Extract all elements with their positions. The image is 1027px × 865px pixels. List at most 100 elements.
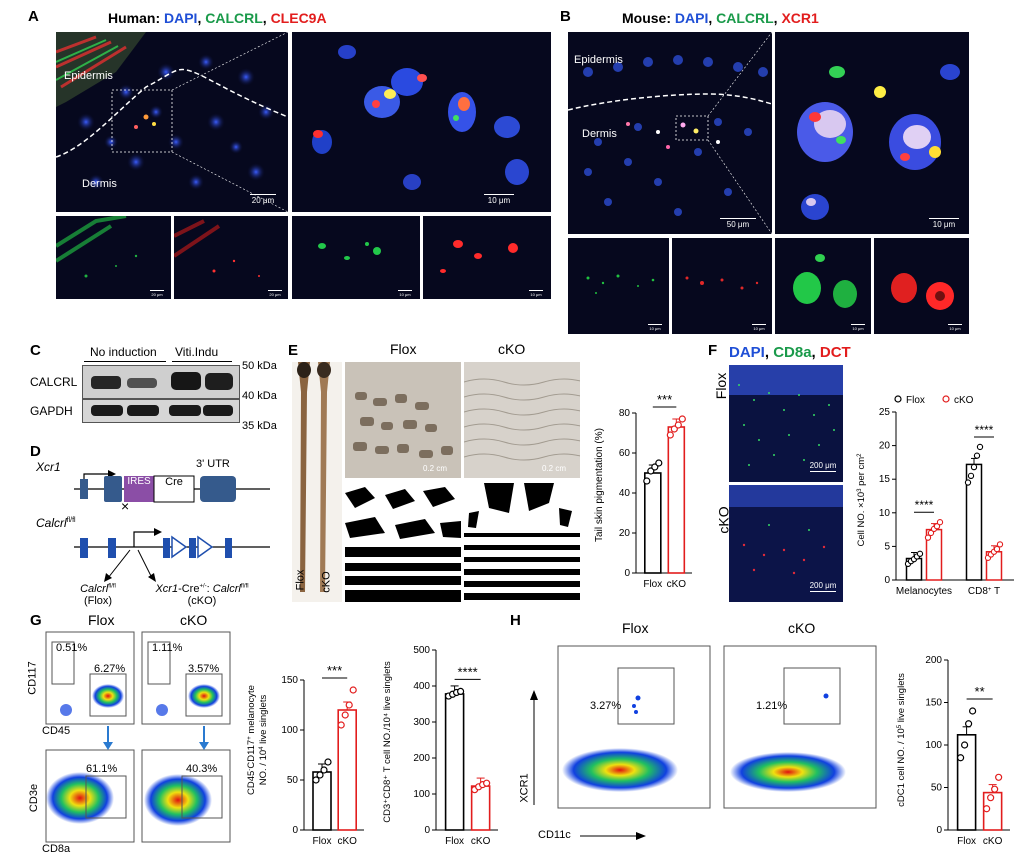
tail-label-cko: cKO — [320, 571, 333, 593]
y-tick-label: 20 — [619, 528, 631, 539]
human-skin-overview-image: Epidermis Dermis 20 μm — [56, 32, 288, 212]
scale-bar-b-s3: 10 μm — [851, 324, 865, 331]
mouse-calcrl-channel-2: 10 μm — [775, 238, 871, 334]
data-point — [456, 687, 465, 696]
data-point — [983, 805, 991, 813]
mouse-skin-zoom-image: 10 μm — [775, 32, 969, 234]
data-point — [996, 541, 1004, 548]
western-blot-calcrl — [82, 365, 240, 399]
scale-bar-a-s3: 10 μm — [398, 290, 412, 297]
pct-h-flox: 3.27% — [590, 700, 622, 712]
scale-bar-a-s1: 20 μm — [150, 290, 164, 297]
y-tick-label: 100 — [925, 740, 942, 751]
flox-cd8a-dct-image: 200 μm — [729, 365, 843, 482]
mouse-skin-overview-image: Epidermis Dermis 50 μm — [568, 32, 772, 234]
y-tick-label: 50 — [931, 783, 943, 794]
data-point — [967, 472, 975, 479]
blot-band — [205, 373, 233, 390]
human-skin-overview-svg — [56, 32, 288, 212]
blot-band — [169, 405, 201, 416]
data-point — [933, 523, 941, 530]
x-tick-label-melanocytes: Melanocytes — [896, 586, 952, 597]
x-tick-part: T — [991, 586, 1000, 597]
significance-stars: **** — [915, 498, 934, 512]
y-tick-label: 25 — [879, 407, 891, 418]
data-point — [916, 550, 924, 557]
pct-cko-cd8: 40.3% — [186, 763, 218, 775]
pct-flox-cd117: 0.51% — [56, 642, 88, 654]
ires-label: IRES — [127, 476, 151, 487]
bar-flox — [444, 693, 465, 831]
bar-flox — [643, 472, 662, 574]
blot-band — [171, 372, 201, 390]
data-point — [987, 794, 995, 802]
panel-e-col-flox: Flox — [390, 341, 417, 357]
x-tick-label: Flox — [445, 836, 464, 847]
scale-bar-a-s2: 20 μm — [268, 290, 282, 297]
y-tick-label: 400 — [413, 681, 430, 692]
y-tick-label: 150 — [925, 698, 942, 709]
y-tick-label: 200 — [413, 753, 430, 764]
scale-bar-b-s4: 10 μm — [948, 324, 962, 331]
mw-35kda: 35 kDa — [242, 420, 277, 432]
bar-flox — [956, 734, 977, 831]
scale-bar-f1: 200 μm — [809, 461, 837, 472]
western-blot-gapdh — [82, 399, 240, 423]
data-point — [964, 479, 972, 486]
scale-bar-a-zoom: 10 μm — [482, 194, 516, 205]
cko-binary-mask — [464, 483, 580, 602]
panel-label-c: C — [30, 342, 41, 359]
panel-h-col-flox: Flox — [622, 620, 649, 636]
axis-label-cd3e: CD3e — [28, 783, 41, 813]
y-tick-label: 20 — [879, 441, 891, 452]
mouse-calcrl-channel-1: 10 μm — [568, 238, 669, 334]
data-point — [324, 758, 332, 766]
western-row-gapdh: GAPDH — [30, 404, 73, 418]
panel-g-col-flox: Flox — [88, 612, 115, 628]
x-tick-label: Flox — [643, 579, 662, 590]
chart-f-ylabel-part: per cm — [856, 457, 867, 489]
blot-band — [91, 376, 121, 389]
data-point — [320, 766, 328, 774]
flox-tail-skin-photo: 0.2 cm — [345, 362, 461, 478]
cko-genotype-label: Xcr1-Cre+/-: Calcrlfl/fl (cKO) — [155, 583, 249, 607]
data-point — [973, 452, 981, 459]
axis-label-cd11c: CD11c — [538, 829, 571, 841]
human-skin-zoom-image: 10 μm — [292, 32, 551, 212]
panel-label-e: E — [288, 342, 299, 359]
chart-g1-ylabel-line2: NO. / 104 live singlets — [258, 695, 269, 786]
mw-50kda: 50 kDa — [242, 360, 277, 372]
data-point — [956, 754, 965, 762]
panel-label-a: A — [28, 8, 39, 25]
axis-label-cd117: CD117 — [26, 661, 39, 695]
chart-g1-ylabel-line1-part: CD45 — [246, 771, 257, 795]
scale-bar-b-s1: 10 μm — [648, 324, 662, 331]
tail-label-flox: Flox — [294, 569, 307, 591]
y-tick-label: 40 — [619, 488, 631, 499]
significance-stars: **** — [975, 423, 994, 437]
cross-symbol: × — [121, 498, 130, 514]
gene-calcrl-label: Calcrlfl/fl — [36, 516, 76, 530]
y-tick-label: 15 — [879, 474, 891, 485]
cko-cd8a-dct-image: 200 μm — [729, 485, 843, 602]
panel-label-g: G — [30, 612, 42, 629]
panel-f-row-flox: Flox — [713, 372, 730, 400]
x-tick-label: cKO — [471, 836, 491, 847]
y-tick-label: 100 — [281, 725, 298, 736]
chart-h-ylabel-part: cDC1 cell NO. / 10 — [896, 728, 907, 807]
chart-g1-ylabel-line1-part: + — [247, 736, 253, 740]
data-point — [345, 701, 353, 709]
axis-label-cd45: CD45 — [42, 725, 71, 737]
data-point — [349, 686, 357, 694]
pct-cko-cd45: 3.57% — [188, 663, 220, 675]
scale-bar-e2: 0.2 cm — [542, 464, 567, 473]
data-point — [960, 741, 969, 749]
scale-bar-b-s2: 10 μm — [752, 324, 766, 331]
chart-f-ylabel-part: 3 — [857, 488, 863, 492]
mw-40kda: 40 kDa — [242, 390, 277, 402]
data-point — [312, 776, 320, 784]
blot-band — [127, 378, 157, 388]
pct-h-cko: 1.21% — [756, 700, 788, 712]
x-tick-label: Flox — [957, 836, 976, 847]
